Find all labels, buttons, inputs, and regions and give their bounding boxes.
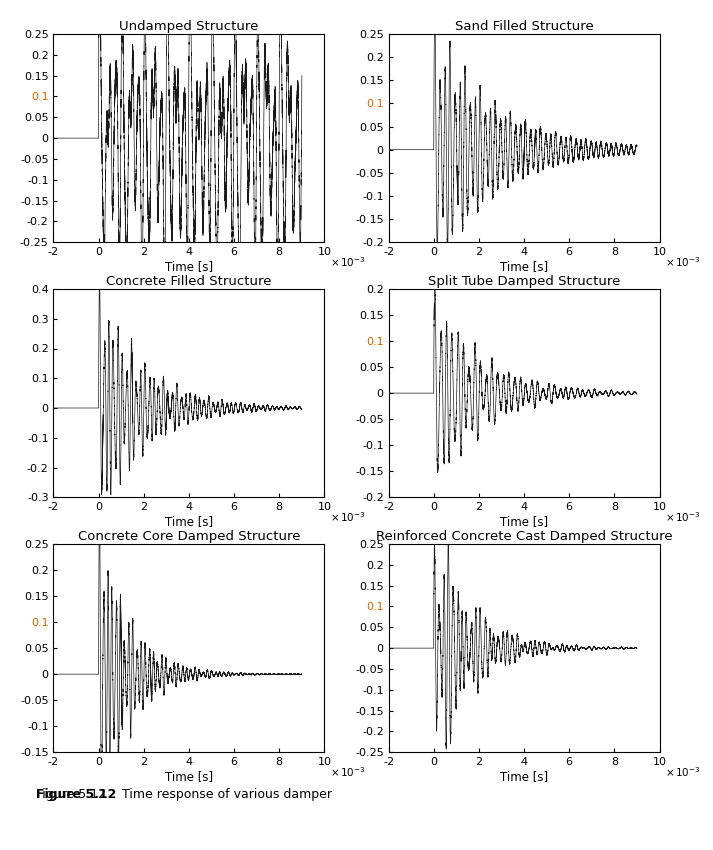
- Title: Reinforced Concrete Cast Damped Structure: Reinforced Concrete Cast Damped Structur…: [376, 530, 672, 543]
- Text: $\times\,10^{-3}$: $\times\,10^{-3}$: [665, 256, 701, 269]
- X-axis label: Time [s]: Time [s]: [165, 770, 213, 783]
- X-axis label: Time [s]: Time [s]: [500, 770, 548, 783]
- X-axis label: Time [s]: Time [s]: [165, 260, 213, 273]
- Title: Sand Filled Structure: Sand Filled Structure: [455, 20, 593, 33]
- Text: $\times\,10^{-3}$: $\times\,10^{-3}$: [665, 766, 701, 779]
- Text: $\times\,10^{-3}$: $\times\,10^{-3}$: [330, 766, 366, 779]
- Title: Concrete Filled Structure: Concrete Filled Structure: [106, 275, 272, 288]
- X-axis label: Time [s]: Time [s]: [500, 260, 548, 273]
- Text: Figure 5.12: Figure 5.12: [36, 788, 116, 801]
- Title: Split Tube Damped Structure: Split Tube Damped Structure: [428, 275, 620, 288]
- Text: $\times\,10^{-3}$: $\times\,10^{-3}$: [330, 511, 366, 524]
- Text: $\times\,10^{-3}$: $\times\,10^{-3}$: [330, 256, 366, 269]
- Text: Figure 5.12    Time response of various damper: Figure 5.12 Time response of various dam…: [36, 788, 332, 801]
- Text: $\times\,10^{-3}$: $\times\,10^{-3}$: [665, 511, 701, 524]
- Title: Concrete Core Damped Structure: Concrete Core Damped Structure: [78, 530, 300, 543]
- X-axis label: Time [s]: Time [s]: [165, 515, 213, 528]
- Title: Undamped Structure: Undamped Structure: [119, 20, 259, 33]
- X-axis label: Time [s]: Time [s]: [500, 515, 548, 528]
